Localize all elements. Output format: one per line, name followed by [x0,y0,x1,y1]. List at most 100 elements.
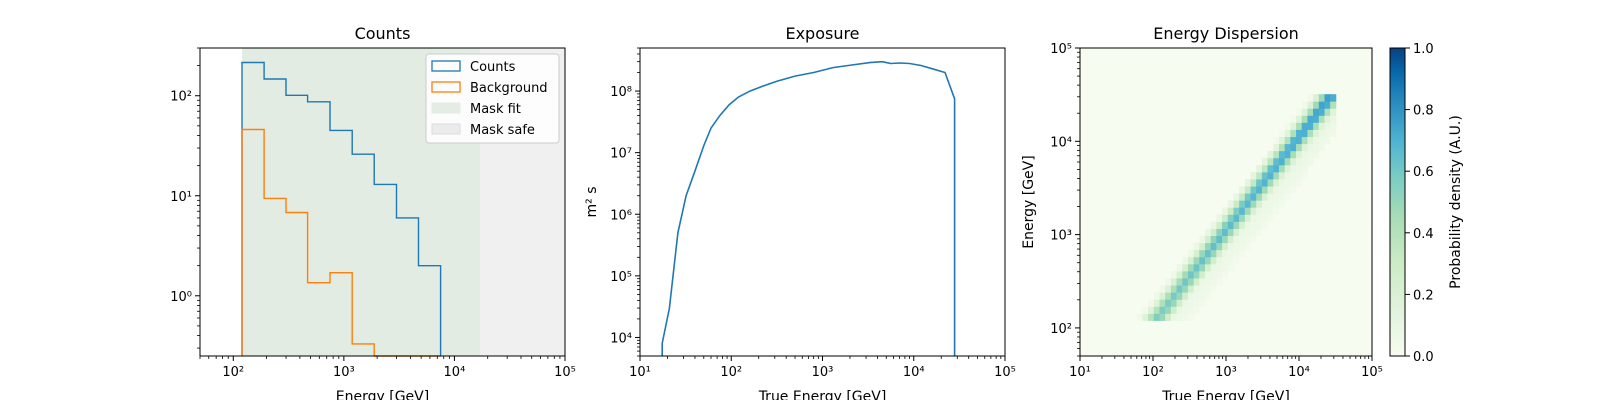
heatmap-cell [1256,186,1263,194]
heatmap-cell [1205,278,1212,286]
heatmap-cell [1199,249,1206,258]
heatmap-cell [1250,200,1257,208]
heatmap-cell [1278,179,1286,187]
heatmap-cell [1324,101,1331,109]
heatmap-cell [1210,228,1217,237]
heatmap-cell [1199,278,1206,286]
heatmap-cell [1324,122,1331,130]
heatmap-cell [1210,249,1217,258]
chart-title: Counts [355,24,411,43]
legend-label-counts: Counts [470,60,516,75]
exposure-panel: 10¹ 10² 10³ 10⁴ 10⁵ 10⁴ 10⁵ 10⁶ 10⁷ 10⁸ Exposure… [584,24,1016,400]
heatmap-cell [1278,186,1286,194]
heatmap-cell [1153,299,1160,307]
heatmap-cell [1273,143,1280,152]
heatmap-cell [1273,193,1280,201]
heatmap-cell [1222,207,1229,215]
chart-title: Exposure [785,24,859,43]
legend-swatch-background [431,81,461,93]
heatmap-cell [1267,200,1274,208]
heatmap-cell [1187,249,1195,258]
heatmap-cell [1199,299,1206,307]
heatmap-cell [1239,249,1246,258]
y-tick-label: 10² [170,90,192,105]
y-tick-label: 10⁴ [1050,135,1072,150]
heatmap-cell [1165,306,1172,314]
heatmap-cell [1324,136,1331,145]
heatmap-cell [1290,129,1297,138]
heatmap-cell [1187,292,1195,300]
heatmap-cell [1284,150,1291,159]
heatmap-cell [1250,221,1257,229]
heatmap-cell [1250,214,1257,222]
heatmap-cell [1301,164,1308,173]
heatmap-cell [1182,256,1189,265]
heatmap-cell [1216,242,1223,251]
heatmap-cell [1222,271,1229,279]
heatmap-cell [1307,115,1314,123]
x-tick-label: 10⁵ [554,365,576,380]
heatmap-cell [1290,179,1297,187]
heatmap-cell [1307,143,1314,152]
heatmap-cell [1244,221,1251,229]
heatmap-cell [1301,157,1308,166]
heatmap-cell [1205,263,1212,272]
x-axis-label: True Energy [GeV] [758,389,887,400]
heatmap-cell [1313,129,1320,138]
heatmap-cell [1261,157,1268,166]
heatmap-cell [1296,136,1303,145]
heatmap-cell [1313,150,1320,159]
heatmap-cell [1284,193,1291,201]
heatmap-cell [1296,164,1303,173]
heatmap-cell [1153,306,1160,314]
heatmap-cell [1290,150,1297,159]
heatmap-cell [1318,115,1325,123]
heatmap-cell [1199,271,1206,279]
heatmap-cell [1324,94,1331,102]
heatmap-cell [1273,136,1280,145]
heatmap-cell [1244,179,1251,187]
heatmap-cell [1239,221,1246,229]
heatmap-cell [1273,164,1280,173]
heatmap-cell [1313,94,1320,102]
heatmap-cell [1239,235,1246,244]
legend-frame [425,53,560,144]
heatmap-cell [1222,249,1229,258]
heatmap-cell [1205,235,1212,244]
x-axis-ticks: 10¹ 10² 10³ 10⁴ 10⁵ [629,356,1016,380]
heatmap-cell [1199,285,1206,293]
heatmap-cell [1330,94,1337,102]
heatmap-cell [1296,129,1303,138]
heatmap-cell [1261,186,1268,194]
heatmap-cell [1216,235,1223,244]
heatmap-cell [1165,292,1172,300]
heatmap-cell [1165,299,1172,307]
heatmap-cell [1267,179,1274,187]
heatmap-cell [1182,285,1189,293]
x-axis-ticks: 10¹ 10² 10³ 10⁴ 10⁵ [1069,356,1383,380]
legend-swatch-mask-fit [431,102,461,114]
heatmap-cell [1244,200,1251,208]
heatmap-cell [1187,263,1195,272]
y-axis-label: m² s [584,187,600,218]
heatmap-cell [1301,136,1308,145]
heatmap-cell [1233,193,1240,201]
heatmap-cell [1227,235,1234,244]
heatmap-cell [1193,306,1200,314]
x-tick-label: 10⁴ [903,365,925,380]
counts-panel: 10² 10³ 10⁴ 10⁵ 10⁰ 10¹ 10² Counts Energy [Ge… [170,24,576,400]
y-tick-label: 10⁶ [610,208,632,223]
heatmap-cell [1250,186,1257,194]
heatmap-cell [1239,242,1246,251]
heatmap-cell [1199,263,1206,272]
energy-dispersion-panel: 10¹ 10² 10³ 10⁴ 10⁵ 10² 10³ 10⁴ 10⁵ Energy Disp… [1021,24,1464,400]
plot-frame [199,47,566,357]
heatmap-cells [1080,48,1372,356]
heatmap-cell [1233,242,1240,251]
heatmap-cell [1273,207,1280,215]
heatmap-cell [1330,108,1337,116]
x-axis-label: True Energy [GeV] [1161,389,1290,400]
heatmap-cell [1318,136,1325,145]
heatmap-cell [1170,306,1177,314]
